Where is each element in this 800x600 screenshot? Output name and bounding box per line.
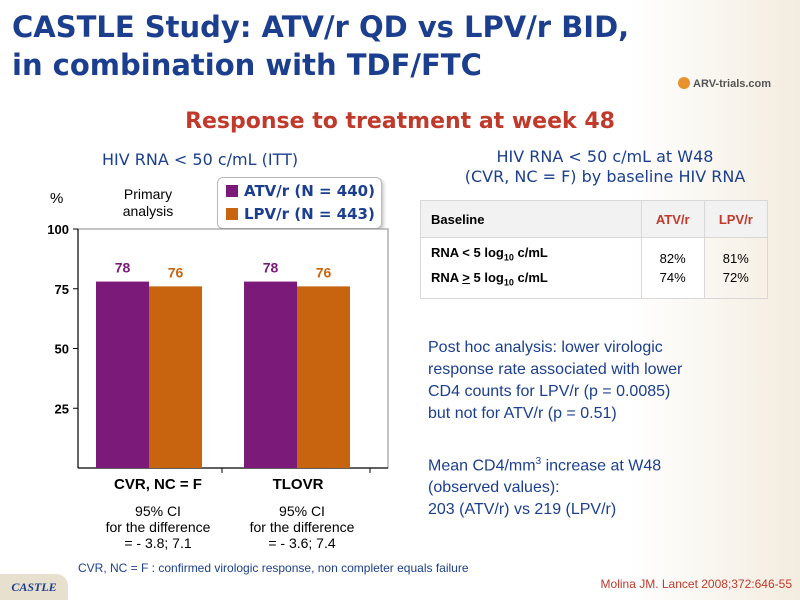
posthoc-line1: Post hoc analysis: lower virologic	[428, 339, 663, 356]
logo-text: ARV-trials.com	[693, 78, 772, 90]
ci-cvr-line2: for the difference	[105, 519, 211, 535]
table-title: HIV RNA < 50 c/mL at W48 (CVR, NC = F) b…	[420, 147, 790, 187]
data-label: 78	[115, 260, 131, 276]
table-header-baseline: Baseline	[420, 200, 642, 238]
table-title-line2: (CVR, NC = F) by baseline HIV RNA	[464, 167, 746, 186]
posthoc-line2: response rate associated with lower	[428, 361, 683, 378]
primary-analysis-label: Primary analysis	[122, 186, 174, 219]
legend-item-atv: ATV/r (N = 440)	[226, 182, 375, 200]
table-row: RNA < 5 log10 c/mL RNA > 5 log10 c/mL 82…	[421, 237, 768, 299]
data-label: 76	[316, 264, 332, 280]
cd4-line2: (observed values):	[428, 479, 560, 497]
background-gradient	[630, 0, 800, 600]
legend-swatch-lpv	[226, 208, 238, 220]
study-tag: CASTLE	[0, 574, 68, 600]
cd4-line1: Mean CD4/mm3 increase at W48	[428, 456, 662, 475]
slide-subtitle: Response to treatment at week 48	[185, 109, 615, 134]
reference: Molina JM. Lancet 2008;372:646-55	[600, 577, 792, 591]
ci-tlovr-line3: = - 3.6; 7.4	[268, 535, 336, 551]
bar-lpv	[297, 286, 350, 468]
ci-tlovr: 95% CI for the difference = - 3.6; 7.4	[232, 503, 372, 551]
atv-values: 82% 74%	[640, 237, 705, 299]
footnote: CVR, NC = F : confirmed virologic respon…	[78, 561, 469, 575]
posthoc-line3: CD4 counts for LPV/r (p = 0.0085)	[428, 383, 671, 400]
table-header-row: Baseline ATV/r LPV/r	[420, 200, 768, 238]
table-title-line1: HIV RNA < 50 c/mL at W48	[496, 147, 714, 166]
table-header-atv: ATV/r	[640, 200, 705, 238]
atv-value-low: 82%	[659, 251, 686, 266]
posthoc-line4: but not for ATV/r (p = 0.51)	[428, 405, 617, 422]
posthoc-note: Post hoc analysis: lower virologic respo…	[428, 337, 758, 425]
legend-label-lpv: LPV/r (N = 443)	[244, 205, 375, 223]
y-tick-label: 50	[55, 342, 69, 357]
y-tick-label: 100	[47, 222, 69, 237]
table-header-lpv: LPV/r	[704, 200, 768, 238]
chart-legend: ATV/r (N = 440) LPV/r (N = 443)	[217, 177, 382, 229]
ci-tlovr-line2: for the difference	[249, 519, 355, 535]
cd4-note: Mean CD4/mm3 increase at W48 (observed v…	[428, 451, 758, 521]
chart-title: HIV RNA < 50 c/mL (ITT)	[102, 150, 299, 169]
title-line-1: CASTLE Study: ATV/r QD vs LPV/r BID,	[12, 10, 630, 44]
ci-cvr-line1: 95% CI	[135, 503, 181, 519]
y-tick-label: 25	[55, 401, 69, 416]
ci-cvr: 95% CI for the difference = - 3.8; 7.1	[88, 503, 228, 551]
ci-cvr-line3: = - 3.8; 7.1	[124, 535, 192, 551]
lpv-value-low: 81%	[722, 251, 749, 266]
legend-label-atv: ATV/r (N = 440)	[244, 182, 375, 200]
legend-item-lpv: LPV/r (N = 443)	[226, 205, 375, 223]
group-label-cvr: CVR, NC = F	[114, 476, 202, 493]
y-axis-label: %	[50, 190, 64, 207]
y-tick-label: 75	[55, 282, 69, 297]
legend-swatch-atv	[226, 185, 238, 197]
bar-atv	[244, 281, 297, 468]
logo-icon	[678, 77, 690, 89]
lpv-values: 81% 72%	[704, 238, 767, 299]
ci-tlovr-line1: 95% CI	[279, 503, 325, 519]
atv-value-high: 74%	[659, 270, 686, 285]
arv-trials-logo: ARV-trials.com	[678, 77, 771, 90]
group-label-tlovr: TLOVR	[272, 476, 324, 493]
cd4-line3: 203 (ATV/r) vs 219 (LPV/r)	[428, 501, 617, 519]
title-line-2: in combination with TDF/FTC	[12, 48, 482, 82]
row-label-low: RNA < 5 log10 c/mL	[431, 245, 548, 263]
slide-title: CASTLE Study: ATV/r QD vs LPV/r BID, in …	[12, 8, 629, 84]
row-label-high: RNA > 5 log10 c/mL	[431, 270, 548, 288]
lpv-value-high: 72%	[722, 270, 749, 285]
bar-lpv	[149, 286, 202, 468]
data-label: 78	[263, 260, 279, 276]
baseline-table: Baseline ATV/r LPV/r RNA < 5 log10 c/mL …	[420, 200, 768, 299]
bar-atv	[96, 281, 149, 468]
data-label: 76	[168, 264, 184, 280]
row-labels: RNA < 5 log10 c/mL RNA > 5 log10 c/mL	[421, 238, 642, 299]
